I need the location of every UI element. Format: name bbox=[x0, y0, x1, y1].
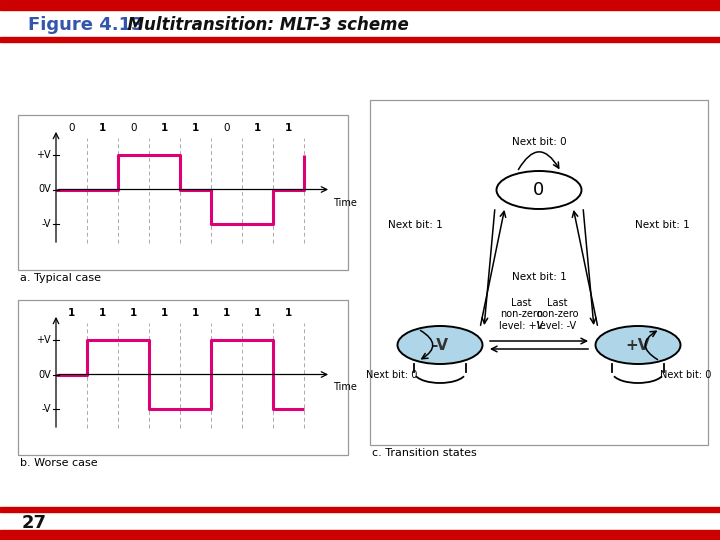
Text: -V: -V bbox=[42, 219, 51, 229]
Text: Figure 4.13: Figure 4.13 bbox=[28, 16, 143, 34]
Text: 1: 1 bbox=[161, 308, 168, 318]
Text: 1: 1 bbox=[68, 308, 75, 318]
Ellipse shape bbox=[497, 171, 582, 209]
Text: Next bit: 1: Next bit: 1 bbox=[635, 220, 690, 230]
Text: 1: 1 bbox=[192, 308, 199, 318]
Text: 1: 1 bbox=[192, 123, 199, 133]
Text: 1: 1 bbox=[253, 123, 261, 133]
Text: 1: 1 bbox=[99, 308, 106, 318]
Bar bbox=[180, 320, 313, 429]
Text: 1: 1 bbox=[284, 308, 292, 318]
Text: 1: 1 bbox=[284, 123, 292, 133]
Ellipse shape bbox=[397, 326, 482, 364]
Bar bbox=[0, 507, 720, 512]
Text: c. Transition states: c. Transition states bbox=[372, 448, 477, 458]
Text: Last
non-zero
level: +V: Last non-zero level: +V bbox=[499, 298, 543, 331]
Text: b. Worse case: b. Worse case bbox=[20, 458, 98, 468]
Bar bbox=[56, 320, 180, 429]
Text: 1: 1 bbox=[253, 308, 261, 318]
Text: Time: Time bbox=[333, 382, 357, 393]
Text: +V: +V bbox=[37, 150, 51, 160]
Text: Multitransition: MLT-3 scheme: Multitransition: MLT-3 scheme bbox=[116, 16, 409, 34]
Text: 27: 27 bbox=[22, 514, 47, 532]
Ellipse shape bbox=[595, 326, 680, 364]
Text: Next bit: 1: Next bit: 1 bbox=[388, 220, 443, 230]
Bar bbox=[370, 100, 708, 445]
Text: -V: -V bbox=[42, 404, 51, 414]
Text: a. Typical case: a. Typical case bbox=[20, 273, 101, 283]
Text: 1: 1 bbox=[161, 123, 168, 133]
Text: 1: 1 bbox=[99, 123, 106, 133]
Text: 1: 1 bbox=[130, 308, 137, 318]
Bar bbox=[18, 300, 348, 455]
Text: Time: Time bbox=[333, 198, 357, 207]
Text: 0: 0 bbox=[130, 123, 137, 133]
Text: 0: 0 bbox=[534, 181, 544, 199]
Text: Next bit: 0: Next bit: 0 bbox=[366, 370, 418, 380]
Bar bbox=[0, 37, 720, 42]
Text: 0V: 0V bbox=[38, 185, 51, 194]
Text: +V: +V bbox=[37, 335, 51, 345]
Bar bbox=[0, 530, 720, 540]
Text: Next bit: 0: Next bit: 0 bbox=[660, 370, 711, 380]
Text: 0V: 0V bbox=[38, 369, 51, 380]
Text: Next bit: 1: Next bit: 1 bbox=[512, 273, 567, 282]
Bar bbox=[0, 0, 720, 10]
Text: 0: 0 bbox=[223, 123, 230, 133]
Text: 0: 0 bbox=[68, 123, 75, 133]
Text: 1: 1 bbox=[222, 308, 230, 318]
Text: Next bit: 0: Next bit: 0 bbox=[512, 137, 567, 147]
Text: +V: +V bbox=[626, 338, 650, 353]
Text: Last
non-zero
level: -V: Last non-zero level: -V bbox=[536, 298, 578, 331]
Text: -V: -V bbox=[431, 338, 449, 353]
Bar bbox=[18, 115, 348, 270]
